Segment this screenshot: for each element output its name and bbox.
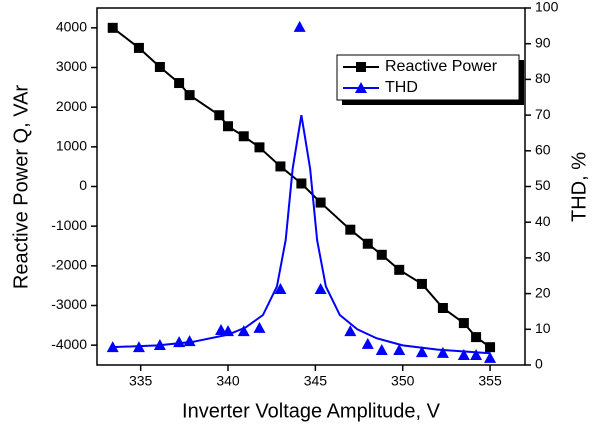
y-tick-label: 0	[79, 177, 87, 193]
marker	[253, 321, 266, 333]
y2-tick-label: 30	[535, 249, 551, 265]
marker	[153, 339, 166, 351]
marker	[174, 78, 185, 89]
marker	[416, 278, 427, 289]
marker	[362, 238, 373, 249]
marker	[436, 346, 449, 358]
marker	[237, 325, 250, 337]
y2-tick-label: 40	[535, 213, 551, 229]
marker	[222, 325, 235, 337]
marker	[274, 282, 287, 294]
marker	[215, 324, 228, 336]
marker	[485, 342, 496, 353]
y2-tick-label: 90	[535, 34, 551, 50]
y2-tick-label: 0	[535, 356, 543, 372]
y2-tick-label: 70	[535, 106, 551, 122]
marker	[344, 325, 357, 337]
marker	[345, 224, 356, 235]
y-tick-label: 4000	[56, 19, 87, 35]
marker	[107, 22, 118, 33]
y2-tick-label: 100	[535, 0, 559, 15]
legend-label: THD	[385, 79, 418, 96]
marker	[238, 131, 249, 142]
marker	[458, 318, 469, 329]
y-tick-label: 2000	[56, 98, 87, 114]
y-tick-label: -3000	[51, 296, 87, 312]
marker	[470, 349, 483, 361]
marker	[183, 335, 196, 347]
marker	[133, 42, 144, 53]
marker	[437, 302, 448, 313]
y2-tick-label: 80	[535, 70, 551, 86]
y-tick-label: -4000	[51, 336, 87, 352]
y-tick-label: -1000	[51, 217, 87, 233]
marker	[457, 349, 470, 361]
marker	[484, 351, 497, 363]
legend-box	[336, 54, 520, 101]
marker	[184, 90, 195, 101]
y-tick-label: 1000	[56, 138, 87, 154]
marker	[314, 282, 327, 294]
legend-marker	[356, 62, 366, 72]
marker	[361, 337, 374, 349]
fit-line	[112, 114, 491, 355]
marker	[376, 249, 387, 260]
marker	[293, 20, 306, 32]
marker	[173, 336, 186, 348]
x-tick-label: 355	[478, 373, 502, 389]
x-tick-label: 350	[391, 373, 415, 389]
x-tick-label: 335	[129, 373, 153, 389]
marker	[375, 344, 388, 356]
y2-tick-label: 50	[535, 177, 551, 193]
marker	[154, 61, 165, 72]
y2-axis-label: THD, %	[568, 152, 590, 222]
y-tick-label: -2000	[51, 257, 87, 273]
x-tick-label: 345	[304, 373, 328, 389]
marker	[471, 332, 482, 343]
marker	[254, 142, 265, 153]
legend-marker	[355, 82, 367, 93]
legend-label: Reactive Power	[385, 58, 498, 75]
marker	[296, 178, 307, 189]
marker	[394, 264, 405, 275]
x-tick-label: 340	[216, 373, 240, 389]
x-axis-label: Inverter Voltage Amplitude, V	[182, 400, 441, 422]
y2-tick-label: 10	[535, 320, 551, 336]
y-axis-label: Reactive Power Q, VAr	[10, 85, 32, 289]
marker	[214, 110, 225, 121]
y2-tick-label: 20	[535, 284, 551, 300]
marker	[415, 346, 428, 358]
marker	[275, 161, 286, 172]
y2-tick-label: 60	[535, 142, 551, 158]
marker	[223, 121, 234, 132]
y-tick-label: 3000	[56, 58, 87, 74]
marker	[106, 341, 119, 353]
marker	[393, 344, 406, 356]
marker	[315, 197, 326, 208]
marker	[132, 341, 145, 353]
